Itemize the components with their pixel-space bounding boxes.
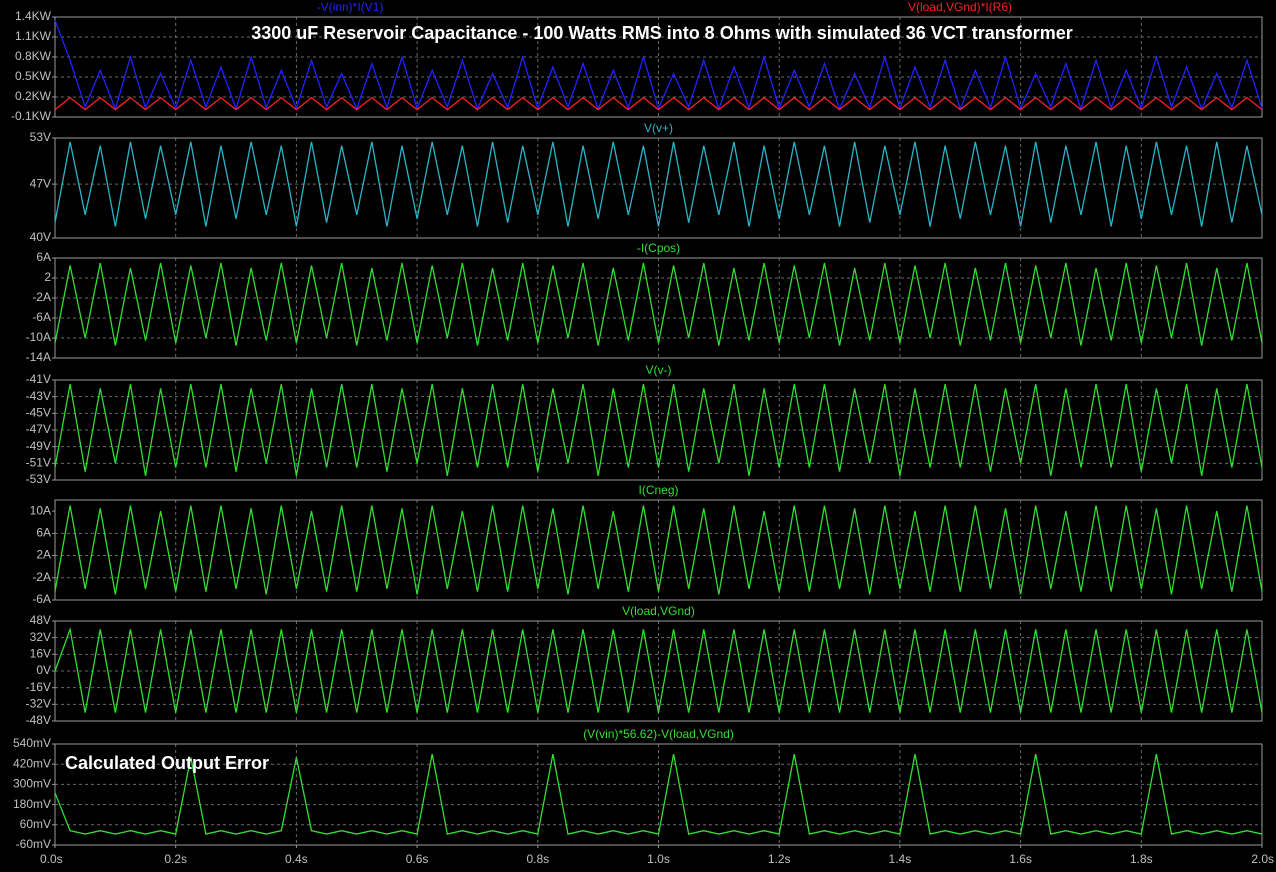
y-tick-label: 180mV (13, 797, 51, 811)
y-tick-label: 60mV (20, 817, 51, 831)
y-tick-label: -6A (32, 592, 51, 606)
y-tick-label: -48V (26, 713, 51, 727)
y-tick-label: 6A (36, 526, 51, 540)
waveform (54, 141, 1263, 227)
chart-title: 3300 uF Reservoir Capacitance - 100 Watt… (251, 23, 1073, 43)
y-tick-label: -53V (26, 472, 51, 486)
x-tick-label: 1.6s (1009, 852, 1032, 866)
y-tick-label: -0.1KW (11, 109, 52, 123)
y-tick-label: 1.4KW (15, 9, 52, 23)
y-tick-label: 1.1KW (15, 29, 52, 43)
y-tick-label: -45V (26, 406, 51, 420)
panel-frame (54, 16, 1263, 118)
x-tick-label: 1.2s (768, 852, 791, 866)
y-tick-label: 0V (36, 663, 51, 677)
series-label: V(load,VGnd) (622, 604, 695, 618)
x-tick-label: 2.0s (1251, 852, 1274, 866)
y-tick-label: -51V (26, 456, 51, 470)
y-tick-label: -10A (26, 330, 51, 344)
y-tick-label: 2A (36, 548, 51, 562)
y-tick-label: -14A (26, 350, 51, 364)
x-tick-label: 1.0s (647, 852, 670, 866)
y-tick-label: -43V (26, 389, 51, 403)
panel-frame (54, 257, 1263, 359)
x-tick-label: 0.2s (164, 852, 187, 866)
y-tick-label: 53V (30, 130, 51, 144)
x-tick-label: 0.0s (40, 852, 63, 866)
y-tick-label: -49V (26, 439, 51, 453)
panel-frame (54, 137, 1263, 239)
y-tick-label: 32V (30, 630, 51, 644)
series-label: V(v-) (646, 363, 672, 377)
y-tick-label: -47V (26, 422, 51, 436)
y-tick-label: 540mV (13, 736, 51, 750)
waveform (54, 96, 1263, 111)
y-tick-label: 47V (30, 176, 51, 190)
y-tick-label: 420mV (13, 756, 51, 770)
series-label: (V(vin)*56.62)-V(load,VGnd) (583, 727, 734, 741)
y-tick-label: 16V (30, 647, 51, 661)
series-label: -I(Cpos) (637, 241, 680, 255)
waveform (54, 753, 1263, 835)
y-tick-label: 48V (30, 613, 51, 627)
y-tick-label: 300mV (13, 777, 51, 791)
panel-frame (54, 379, 1263, 481)
waveform (54, 262, 1263, 346)
y-tick-label: 10A (30, 503, 51, 517)
y-tick-label: -2A (32, 570, 51, 584)
y-tick-label: 0.2KW (15, 89, 52, 103)
y-tick-label: -60mV (16, 837, 51, 851)
waveform (54, 384, 1263, 476)
y-tick-label: -32V (26, 697, 51, 711)
annotation: Calculated Output Error (65, 753, 269, 773)
x-tick-label: 1.8s (1130, 852, 1153, 866)
series-label: -V(inn)*I(V1) (317, 0, 384, 14)
y-tick-label: 0.5KW (15, 69, 52, 83)
x-tick-label: 0.8s (526, 852, 549, 866)
x-tick-label: 1.4s (889, 852, 912, 866)
x-tick-label: 0.4s (285, 852, 308, 866)
x-tick-label: 0.6s (406, 852, 429, 866)
panel-frame (54, 499, 1263, 601)
y-tick-label: -6A (32, 310, 51, 324)
series-label: V(v+) (644, 121, 673, 135)
waveform (54, 20, 1263, 112)
y-tick-label: 6A (36, 250, 51, 264)
y-tick-label: 2 (44, 270, 51, 284)
y-tick-label: -16V (26, 680, 51, 694)
y-tick-label: -2A (32, 290, 51, 304)
series-label: V(load,VGnd)*I(R6) (908, 0, 1012, 14)
waveform (54, 626, 1263, 713)
y-tick-label: 40V (30, 230, 51, 244)
series-label: I(Cneg) (638, 483, 678, 497)
waveform (54, 505, 1263, 595)
panels: -0.1KW 0.2KW 0.5KW 0.8KW 1.1KW 1.4KW -V(inn)*I… (11, 0, 1274, 866)
y-tick-label: -41V (26, 372, 51, 386)
y-tick-label: 0.8KW (15, 49, 52, 63)
